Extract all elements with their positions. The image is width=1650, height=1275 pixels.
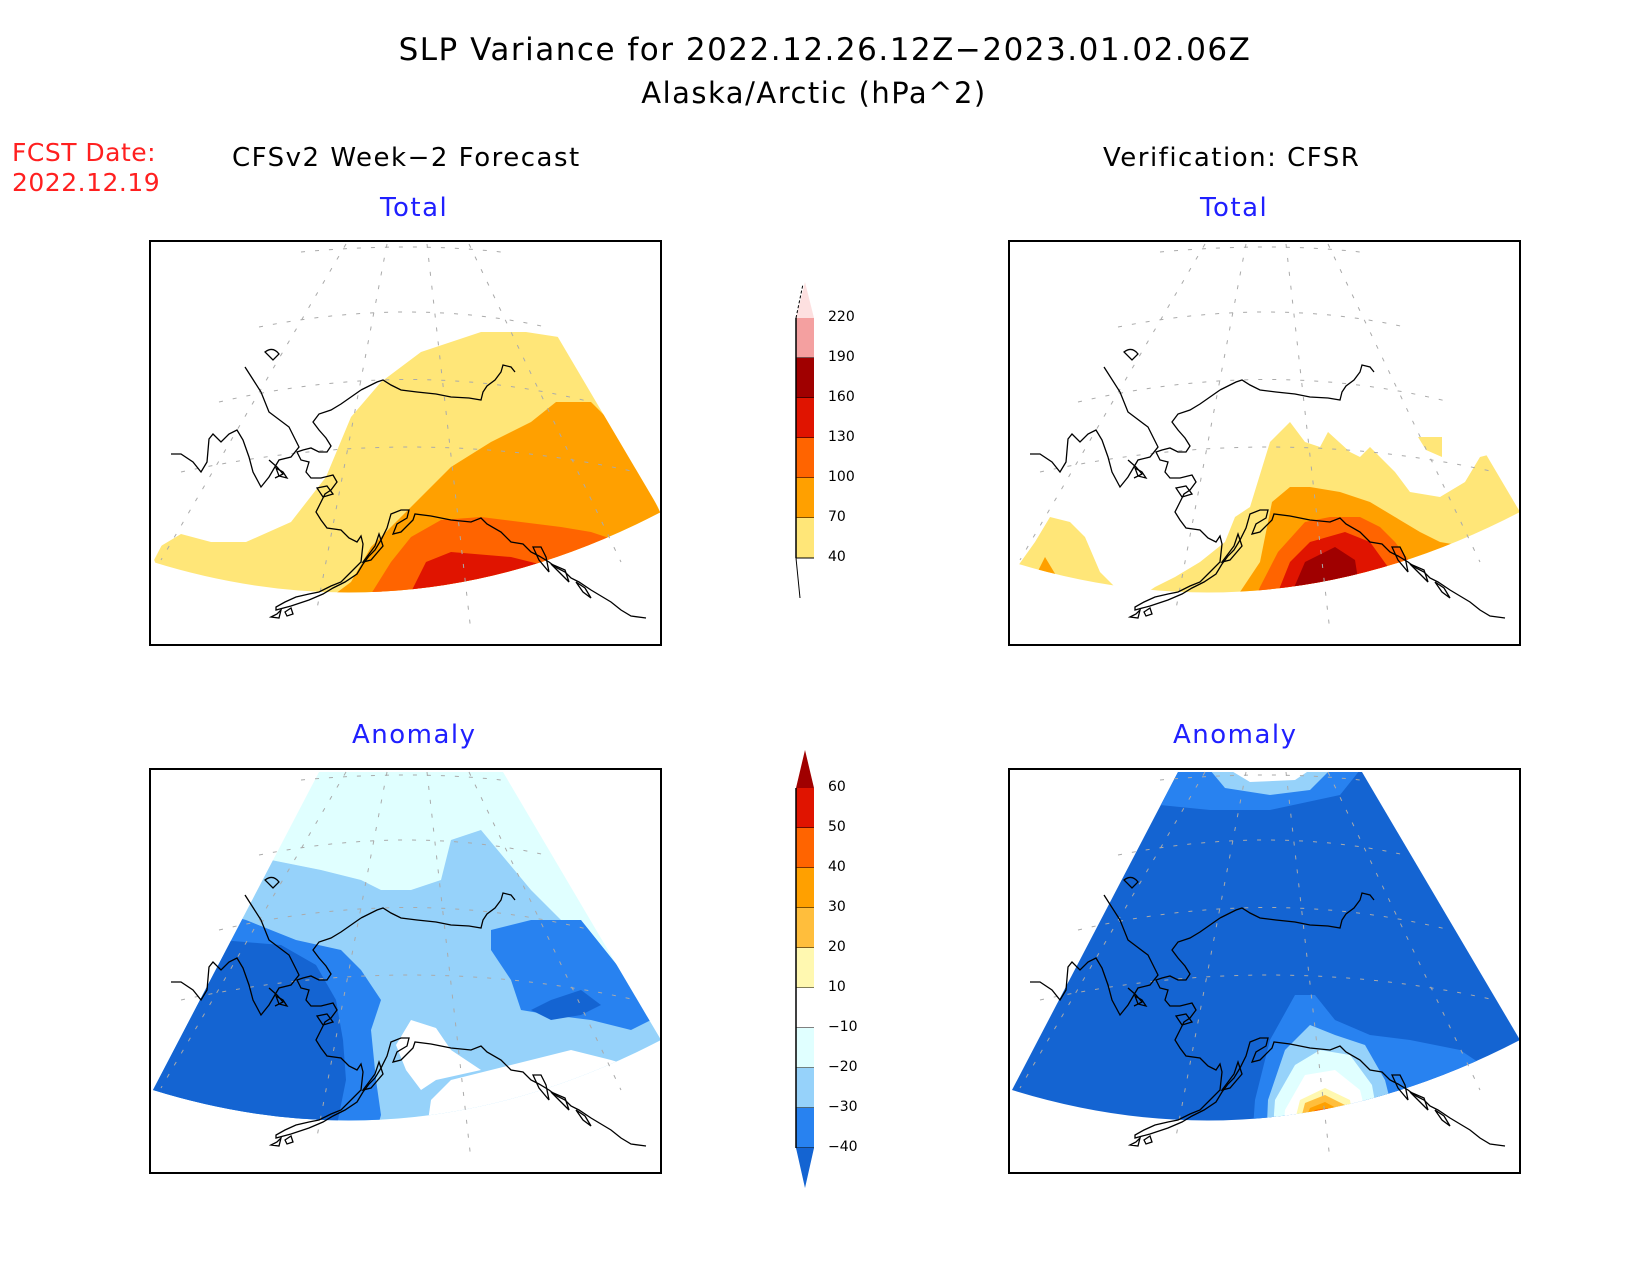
contour-60 bbox=[1312, 1115, 1332, 1121]
contour-50 bbox=[1308, 1108, 1336, 1121]
contour-minus20-east bbox=[1410, 1085, 1519, 1121]
colorbar-extend-min bbox=[796, 1148, 814, 1188]
colorbar-tick-label: −20 bbox=[828, 1059, 858, 1075]
colorbar-box bbox=[796, 1068, 814, 1108]
colorbar-tick-label: 190 bbox=[828, 349, 855, 365]
colorbar-box bbox=[796, 438, 814, 478]
forecast-anomaly-map bbox=[149, 768, 662, 1174]
contour-minus10-top bbox=[1230, 772, 1310, 782]
forecast-column-title: CFSv2 Week−2 Forecast bbox=[232, 143, 581, 173]
page-subtitle: Alaska/Arctic (hPa^2) bbox=[641, 76, 987, 110]
contour-max-east bbox=[1482, 1132, 1519, 1170]
contour-160 bbox=[451, 612, 511, 642]
colorbar-tick-label: 10 bbox=[828, 979, 846, 995]
colorbar-tick-label: 70 bbox=[828, 509, 846, 525]
colorbar-box bbox=[796, 358, 814, 398]
colorbar-tick-label: 30 bbox=[828, 899, 846, 915]
colorbar-tick-label: −40 bbox=[828, 1139, 858, 1155]
contour-130-se bbox=[1440, 552, 1519, 593]
colorbar-box bbox=[796, 478, 814, 518]
colorbar-tick-label: 100 bbox=[828, 469, 855, 485]
colorbar-box bbox=[796, 868, 814, 908]
colorbar-box bbox=[796, 788, 814, 828]
contour-30-b bbox=[481, 1155, 506, 1170]
contour-minus40 bbox=[153, 940, 346, 1121]
colorbar-tick-label: 60 bbox=[828, 779, 846, 795]
colorbar-tick-label: 50 bbox=[828, 819, 846, 835]
anomaly-colorbar bbox=[790, 748, 860, 1198]
contour-60-east bbox=[1475, 1126, 1519, 1170]
total-colorbar bbox=[790, 282, 860, 612]
colorbar-box bbox=[796, 1108, 814, 1148]
colorbar-extend-max bbox=[796, 750, 814, 788]
verification-total-label: Total bbox=[1200, 193, 1269, 223]
contour-30-east bbox=[1455, 1110, 1519, 1121]
contour-160-se bbox=[1470, 582, 1519, 593]
colorbar-tick-label: 130 bbox=[828, 429, 855, 445]
contour-20-east bbox=[1445, 1105, 1519, 1121]
colorbar-box bbox=[796, 318, 814, 358]
contour-40-east bbox=[1462, 1115, 1519, 1121]
colorbar-tick-label: 40 bbox=[828, 859, 846, 875]
colorbar-extend-max bbox=[796, 282, 814, 318]
contour-minus30-east bbox=[491, 920, 651, 1030]
contour-40 bbox=[1012, 422, 1519, 593]
page-title: SLP Variance for 2022.12.26.12Z−2023.01.… bbox=[398, 32, 1252, 68]
colorbar-tick-label: −30 bbox=[828, 1099, 858, 1115]
colorbar-tick-label: −10 bbox=[828, 1019, 858, 1035]
colorbar-box bbox=[796, 948, 814, 988]
forecast-total-map bbox=[149, 240, 662, 646]
colorbar-box bbox=[796, 988, 814, 1028]
verification-anomaly-label: Anomaly bbox=[1173, 720, 1298, 750]
contour-30 bbox=[571, 1118, 660, 1121]
verification-column-title: Verification: CFSR bbox=[1103, 143, 1361, 173]
fcst-date-value: 2022.12.19 bbox=[12, 168, 161, 197]
colorbar-tick-label: 160 bbox=[828, 389, 855, 405]
verification-total-map bbox=[1008, 240, 1521, 646]
contour-minus10-east bbox=[1425, 1095, 1519, 1121]
colorbar-box bbox=[796, 1028, 814, 1068]
colorbar-tick-label: 20 bbox=[828, 939, 846, 955]
colorbar-box bbox=[796, 828, 814, 868]
colorbar-tick-label: 220 bbox=[828, 309, 855, 325]
colorbar-tick-label: 40 bbox=[828, 549, 846, 565]
forecast-total-label: Total bbox=[380, 193, 449, 223]
contour-10-white-b bbox=[396, 1020, 481, 1090]
colorbar-box bbox=[796, 518, 814, 558]
contour-40-patch bbox=[1418, 437, 1442, 457]
forecast-anomaly-label: Anomaly bbox=[352, 720, 477, 750]
colorbar-box bbox=[796, 908, 814, 948]
colorbar-box bbox=[796, 398, 814, 438]
verification-anomaly-map bbox=[1008, 768, 1521, 1174]
fcst-date-label: FCST Date: bbox=[12, 138, 157, 167]
contour-190-se bbox=[1508, 584, 1519, 593]
